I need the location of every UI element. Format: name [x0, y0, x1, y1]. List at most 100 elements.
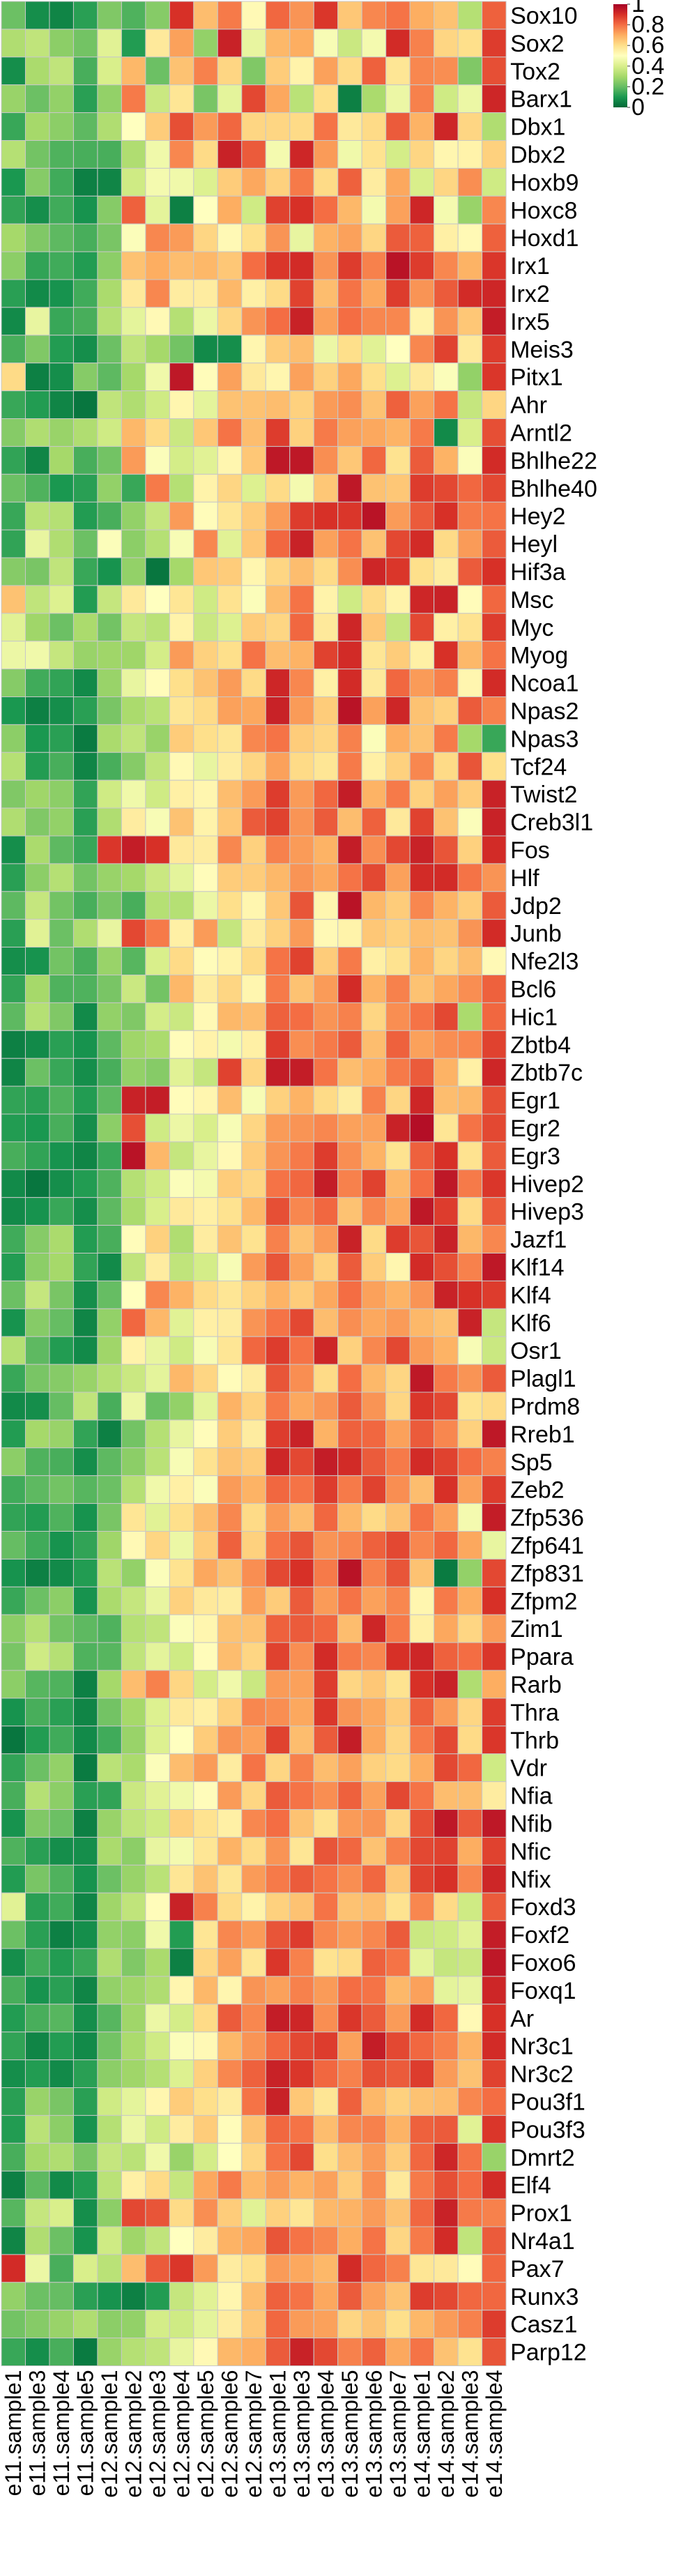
heatmap-cell: [121, 1725, 146, 1755]
heatmap-cell: [97, 2032, 122, 2061]
heatmap-cell: [289, 2282, 314, 2311]
heatmap-cell: [169, 307, 194, 336]
heatmap-cell: [24, 195, 50, 224]
heatmap-cell: [121, 669, 146, 697]
heatmap-cell: [121, 1113, 146, 1143]
heatmap-cell: [1, 585, 26, 614]
heatmap-cell: [169, 891, 194, 920]
heatmap-cell: [409, 669, 435, 697]
column-label: e12.sample6: [217, 2370, 243, 2498]
heatmap-cell: [193, 1753, 218, 1783]
heatmap-cell: [361, 1781, 387, 1811]
heatmap-cell: [193, 1308, 218, 1337]
heatmap-cell: [313, 279, 339, 308]
heatmap-cell: [313, 1308, 339, 1337]
heatmap-cell: [193, 863, 218, 892]
heatmap-cell: [145, 1364, 170, 1393]
heatmap-cell: [385, 84, 411, 114]
heatmap-cell: [385, 891, 411, 920]
heatmap-cell: [97, 2170, 122, 2200]
heatmap-cell: [72, 1503, 98, 1532]
heatmap-cell: [337, 1614, 362, 1643]
heatmap-cell: [385, 1781, 411, 1811]
heatmap-cell: [265, 2198, 291, 2227]
heatmap-cell: [409, 1058, 435, 1087]
heatmap-cell: [409, 1948, 435, 1977]
heatmap-cell: [217, 1169, 243, 1198]
heatmap-cell: [169, 2254, 194, 2283]
heatmap-cell: [97, 641, 122, 670]
heatmap-cell: [265, 1169, 291, 1198]
heatmap-cell: [241, 1, 266, 30]
heatmap-cell: [434, 835, 459, 864]
heatmap-cell: [169, 1447, 194, 1477]
heatmap-cell: [97, 1503, 122, 1532]
heatmap-cell: [289, 1864, 314, 1893]
heatmap-cell: [49, 84, 74, 114]
heatmap-cell: [385, 56, 411, 86]
heatmap-cell: [361, 557, 387, 586]
heatmap-cell: [313, 390, 339, 419]
heatmap-cell: [24, 1169, 50, 1198]
heatmap-cell: [289, 1002, 314, 1031]
heatmap-cell: [145, 1864, 170, 1893]
heatmap-cell: [169, 335, 194, 364]
heatmap-cell: [217, 1809, 243, 1838]
colorbar-legend: 10.80.60.40.20: [613, 0, 664, 121]
heatmap-cell: [1, 1558, 26, 1587]
heatmap-cell: [241, 1920, 266, 1949]
heatmap-cell: [1, 1781, 26, 1811]
heatmap-cell: [409, 1892, 435, 1921]
heatmap-cell: [1, 2226, 26, 2255]
heatmap-cell: [457, 363, 483, 392]
heatmap-cell: [169, 2087, 194, 2116]
heatmap-cell: [361, 1225, 387, 1253]
heatmap-cell: [169, 2310, 194, 2339]
heatmap-cell: [49, 1475, 74, 1504]
heatmap-cell: [193, 1336, 218, 1365]
heatmap-cell: [313, 1, 339, 30]
heatmap-cell: [361, 223, 387, 252]
heatmap-cell: [72, 390, 98, 419]
heatmap-cell: [121, 363, 146, 392]
heatmap-cell: [361, 1419, 387, 1449]
heatmap-cell: [97, 2254, 122, 2283]
heatmap-cell: [193, 2059, 218, 2089]
heatmap-cell: [265, 1753, 291, 1783]
heatmap-cell: [265, 975, 291, 1003]
heatmap-cell: [361, 1558, 387, 1587]
heatmap-cell: [169, 807, 194, 837]
heatmap-cell: [145, 1447, 170, 1477]
heatmap-cell: [49, 1141, 74, 1171]
heatmap-cell: [265, 2087, 291, 2116]
heatmap-cell: [241, 2254, 266, 2283]
heatmap-cell: [72, 1781, 98, 1811]
heatmap-cell: [169, 975, 194, 1003]
heatmap-cell: [434, 1364, 459, 1393]
heatmap-cell: [145, 2032, 170, 2061]
heatmap-cell: [24, 390, 50, 419]
heatmap-cell: [169, 1753, 194, 1783]
heatmap-cell: [337, 1976, 362, 2005]
heatmap-cell: [361, 1475, 387, 1504]
heatmap-cell: [241, 56, 266, 86]
heatmap-cell: [145, 223, 170, 252]
heatmap-cell: [49, 835, 74, 864]
heatmap-cell: [145, 779, 170, 809]
row-label: Foxf2: [510, 1922, 569, 1949]
heatmap-cell: [265, 1503, 291, 1532]
heatmap-cell: [145, 835, 170, 864]
heatmap-cell: [72, 1308, 98, 1337]
heatmap-cell: [217, 1447, 243, 1477]
heatmap-cell: [361, 1809, 387, 1838]
heatmap-cell: [385, 2142, 411, 2172]
heatmap-cell: [289, 1, 314, 30]
row-label: Tcf24: [510, 754, 567, 780]
heatmap-cell: [457, 2338, 483, 2367]
heatmap-cell: [145, 1113, 170, 1143]
heatmap-cell: [482, 112, 507, 142]
heatmap-cell: [1, 112, 26, 142]
heatmap-cell: [385, 501, 411, 531]
heatmap-cell: [385, 418, 411, 447]
heatmap-cell: [457, 1392, 483, 1421]
